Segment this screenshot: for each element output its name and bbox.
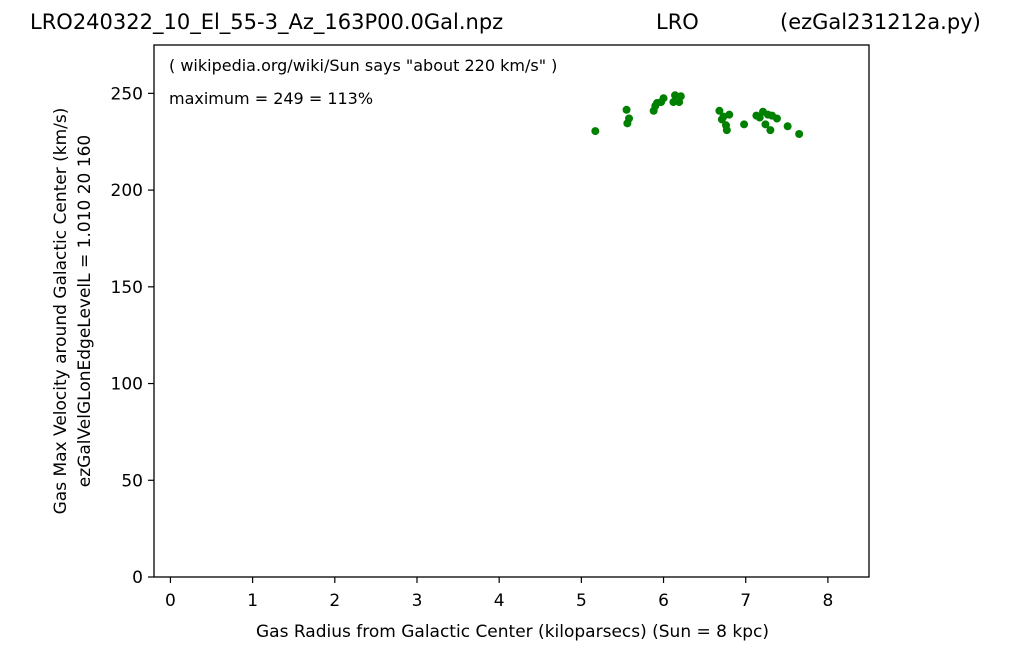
x-tick-label: 1 xyxy=(247,591,258,611)
data-point xyxy=(715,106,724,115)
chart-title-program: (ezGal231212a.py) xyxy=(780,10,981,34)
y-tick-label: 150 xyxy=(111,278,143,298)
annotation-wikipedia: ( wikipedia.org/wiki/Sun says "about 220… xyxy=(169,56,557,75)
x-tick-label: 3 xyxy=(412,591,423,611)
y-tick-label: 250 xyxy=(111,84,143,104)
y-tick-label: 0 xyxy=(132,568,143,588)
data-point xyxy=(722,126,731,135)
data-point xyxy=(740,120,749,129)
x-tick-label: 5 xyxy=(576,591,587,611)
x-tick-label: 2 xyxy=(329,591,340,611)
data-point xyxy=(761,120,770,129)
data-point xyxy=(783,122,792,131)
data-point xyxy=(766,126,775,135)
x-axis-ticks: 0 1 2 3 4 5 6 7 8 xyxy=(165,577,833,611)
x-tick-label: 4 xyxy=(494,591,505,611)
data-point xyxy=(669,98,678,107)
data-point xyxy=(795,129,804,138)
x-tick-label: 6 xyxy=(658,591,669,611)
x-tick-label: 7 xyxy=(740,591,751,611)
x-axis-label: Gas Radius from Galactic Center (kilopar… xyxy=(256,622,769,642)
data-point xyxy=(659,94,668,103)
y-tick-label: 200 xyxy=(111,181,143,201)
y-axis-label-secondary: ezGalVelGLonEdgeLevelL = 1.010 20 160 xyxy=(75,135,95,487)
x-tick-label: 0 xyxy=(165,591,176,611)
data-point xyxy=(591,127,600,136)
data-point xyxy=(622,105,631,114)
y-axis-ticks: 0 50 100 150 200 250 xyxy=(111,84,154,588)
annotation-maximum: maximum = 249 = 113% xyxy=(169,89,373,108)
data-point xyxy=(725,110,734,119)
chart-title-site: LRO xyxy=(656,10,699,34)
plot-area xyxy=(153,44,870,578)
y-tick-label: 100 xyxy=(111,375,143,395)
x-tick-label: 8 xyxy=(822,591,833,611)
data-point xyxy=(755,113,764,122)
y-axis-label-primary: Gas Max Velocity around Galactic Center … xyxy=(51,108,71,515)
chart-title-file: LRO240322_10_El_55-3_Az_163P00.0Gal.npz xyxy=(30,10,504,34)
data-point xyxy=(676,92,685,101)
data-point xyxy=(772,114,781,123)
data-point xyxy=(625,114,634,123)
y-tick-label: 50 xyxy=(121,471,143,491)
data-points xyxy=(591,91,804,138)
